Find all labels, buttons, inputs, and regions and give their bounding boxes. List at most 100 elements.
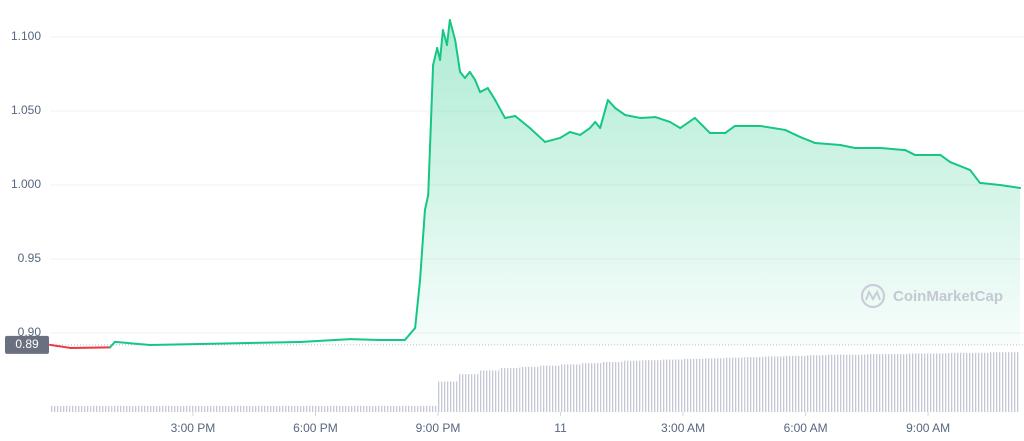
volume-bar (315, 405, 336, 412)
volume-bar (233, 405, 255, 412)
price-line-segment (298, 338, 352, 344)
price-line-segment (579, 127, 591, 136)
volume-bar (948, 352, 969, 412)
volume-bar (560, 364, 581, 412)
price-line-segment (568, 131, 582, 136)
price-line-segment (403, 326, 417, 341)
x-tick-label: 3:00 PM (171, 421, 216, 435)
volume-bar (764, 356, 786, 412)
price-line-segment (639, 116, 657, 119)
volume-bar (621, 360, 643, 412)
price-line-segment (459, 70, 466, 79)
watermark-text: CoinMarketCap (893, 288, 1003, 305)
price-line-segment (519, 119, 531, 130)
volume-bar (254, 405, 275, 412)
price-line-segment (544, 136, 562, 143)
price-line-segment (614, 107, 627, 116)
y-tick-label: 0.90 (18, 325, 42, 339)
volume-bar (580, 363, 602, 412)
price-line-segment (559, 131, 571, 139)
price-line-segment (149, 342, 201, 346)
price-line-segment (419, 209, 426, 282)
price-line-segment (414, 279, 422, 329)
price-line-segment (528, 127, 547, 143)
price-line-segment (606, 99, 617, 110)
price-line-segment (949, 161, 972, 172)
x-tick-label: 3:00 AM (661, 421, 705, 435)
x-tick-label: 9:00 AM (906, 421, 950, 435)
volume-bar (703, 358, 724, 412)
volume-bar (356, 405, 377, 412)
volume-bar (519, 366, 541, 412)
volume-bar (846, 354, 867, 412)
watermark-logo-mark (865, 289, 881, 302)
volume-bar (295, 405, 316, 412)
volume-bar (928, 353, 949, 412)
y-tick-label: 1.100 (11, 29, 41, 43)
volume-bar (662, 359, 684, 412)
volume-bar (172, 405, 193, 412)
volume-bar (499, 368, 520, 412)
price-line-segment (799, 136, 816, 144)
price-line-segment (784, 128, 802, 139)
price-line-segment (49, 343, 72, 349)
price-line-segment (486, 87, 497, 102)
price-line-segment (588, 120, 597, 130)
volume-bar (70, 405, 91, 412)
x-tick-label: 6:00 AM (784, 421, 828, 435)
volume-bar (438, 381, 459, 412)
price-line-segment (468, 70, 477, 82)
price-line-segment (879, 147, 907, 152)
price-line-segment (463, 70, 471, 79)
volume-bar (192, 405, 214, 412)
x-tick-label: 11 (554, 421, 567, 435)
price-area (50, 19, 1020, 348)
price-line-segment (594, 120, 602, 130)
price-line-segment (599, 99, 609, 130)
price-line-segment (969, 169, 981, 184)
price-line-segment (654, 116, 671, 123)
price-line-segment (679, 116, 696, 130)
volume-bar (458, 374, 479, 412)
volume-bar (152, 405, 173, 412)
price-line-segment (668, 120, 682, 130)
y-tick-label: 1.050 (11, 103, 41, 117)
price-line-segment (427, 63, 435, 197)
volume-bar (723, 357, 745, 412)
reference-label-box (5, 335, 49, 354)
volume-bar (887, 354, 908, 412)
price-line-segment (439, 29, 444, 61)
volume-bar (744, 357, 765, 412)
volume-bar (397, 405, 418, 412)
price-line-segment (813, 141, 842, 147)
volume-bar (90, 405, 112, 412)
price-line-segment (479, 87, 489, 94)
price-line-segment (514, 115, 522, 122)
reference-label: 0.89 (15, 337, 39, 351)
volume-bar (50, 405, 71, 412)
price-line-segment (904, 149, 917, 156)
price-line-segment (998, 184, 1021, 189)
x-tick-label: 6:00 PM (293, 421, 338, 435)
price-line-segment (448, 18, 457, 41)
price-line-segment (113, 340, 152, 346)
price-line-segment (624, 113, 642, 119)
volume-bar (540, 365, 561, 412)
volume-bar (274, 405, 296, 412)
watermark-logo (860, 283, 886, 309)
volume-bar (683, 358, 704, 412)
volume-bar (642, 360, 663, 412)
volume-bar (376, 405, 398, 412)
volume-bar (968, 352, 990, 412)
price-line-segment (349, 338, 382, 341)
price-line-segment (198, 341, 301, 345)
price-line-segment (109, 340, 116, 349)
volume-bar (111, 405, 132, 412)
price-line-segment (939, 153, 952, 164)
volume-bar (866, 354, 888, 412)
price-line-segment (839, 144, 856, 149)
volume-bar (826, 354, 847, 412)
volume-bar (805, 355, 826, 412)
